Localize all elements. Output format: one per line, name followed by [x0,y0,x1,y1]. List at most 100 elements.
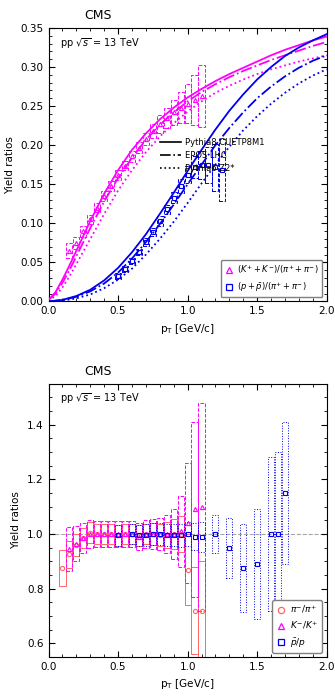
Bar [198,151,205,179]
Bar [87,522,93,543]
Bar [192,75,198,125]
Bar [212,515,218,553]
Bar [164,515,170,553]
Text: pp $\sqrt{s}$ = 13 TeV: pp $\sqrt{s}$ = 13 TeV [60,391,139,406]
Bar [115,525,121,546]
Bar [66,527,72,571]
Bar [185,534,191,605]
Bar [150,519,156,549]
Bar [150,228,156,236]
Bar [136,523,142,550]
Bar [178,516,184,552]
Bar [136,525,142,546]
Text: pp $\sqrt{s}$ = 13 TeV: pp $\sqrt{s}$ = 13 TeV [60,36,139,51]
Bar [59,550,66,586]
Bar [101,521,107,547]
Bar [73,237,79,249]
Bar [143,520,149,548]
Bar [185,521,191,547]
Bar [192,156,198,178]
Bar [268,457,274,610]
Bar [129,151,135,161]
Bar [143,133,149,145]
Bar [198,65,205,127]
Bar [205,147,211,182]
Bar [94,203,100,212]
Y-axis label: Yield ratios: Yield ratios [5,136,15,194]
Bar [192,523,198,550]
Bar [73,534,79,556]
Bar [164,522,170,549]
Text: CMS: CMS [85,10,112,22]
Bar [66,541,72,568]
Bar [94,521,100,547]
Bar [254,510,260,619]
Bar [94,524,100,545]
Bar [122,266,128,272]
Bar [66,243,72,259]
Bar [178,524,184,547]
Bar [164,524,170,547]
Bar [282,421,288,564]
Bar [171,100,177,125]
Bar [178,92,184,123]
Bar [136,525,142,546]
X-axis label: p$_{\mathrm{T}}$ [GeV/c]: p$_{\mathrm{T}}$ [GeV/c] [160,322,215,336]
Bar [122,161,128,170]
Bar [143,238,149,246]
Bar [80,523,86,553]
Bar [129,521,135,547]
Bar [171,519,177,549]
Bar [87,215,93,224]
Y-axis label: Yield ratios: Yield ratios [11,491,21,549]
Bar [129,258,135,264]
Bar [101,192,107,201]
Text: CMS: CMS [85,365,112,378]
Bar [150,523,156,545]
Bar [226,517,232,578]
Bar [185,84,191,123]
Bar [129,524,135,545]
Bar [108,181,114,191]
Legend: $\pi^{-}/\pi^{+}$, $K^{-}/K^{+}$, $\bar{p}/p$: $\pi^{-}/\pi^{+}$, $K^{-}/K^{+}$, $\bar{… [272,600,322,653]
X-axis label: p$_{\mathrm{T}}$ [GeV/c]: p$_{\mathrm{T}}$ [GeV/c] [160,677,215,691]
Bar [136,142,142,153]
Bar [157,524,163,547]
Bar [73,526,79,561]
Legend: $(K^{+}+K^{-})/(\pi^{+}+\pi^{-})$, $(p+\bar{p})/(\pi^{+}+\pi^{-})$: $(K^{+}+K^{-})/(\pi^{+}+\pi^{-})$, $(p+\… [221,260,323,297]
Bar [80,226,86,237]
Bar [108,524,114,545]
Bar [164,205,170,214]
Bar [219,139,225,201]
Bar [143,524,149,545]
Bar [150,523,156,545]
Bar [87,520,93,547]
Bar [212,143,218,191]
Bar [157,216,163,226]
Bar [115,521,121,547]
Bar [192,567,198,654]
Bar [157,517,163,550]
Bar [122,524,128,545]
Bar [178,179,184,193]
Bar [80,528,86,549]
Bar [143,524,149,547]
Bar [164,108,170,128]
Bar [150,124,156,138]
Bar [129,524,135,545]
Bar [185,463,191,583]
Bar [108,521,114,547]
Bar [192,421,198,597]
Bar [171,510,177,559]
Bar [157,523,163,545]
Bar [240,524,246,612]
Bar [275,452,281,616]
Bar [115,170,121,180]
Bar [101,524,107,545]
Bar [115,273,121,279]
Bar [122,521,128,547]
Bar [171,192,177,203]
Bar [136,249,142,255]
Bar [157,115,163,133]
Bar [198,521,205,552]
